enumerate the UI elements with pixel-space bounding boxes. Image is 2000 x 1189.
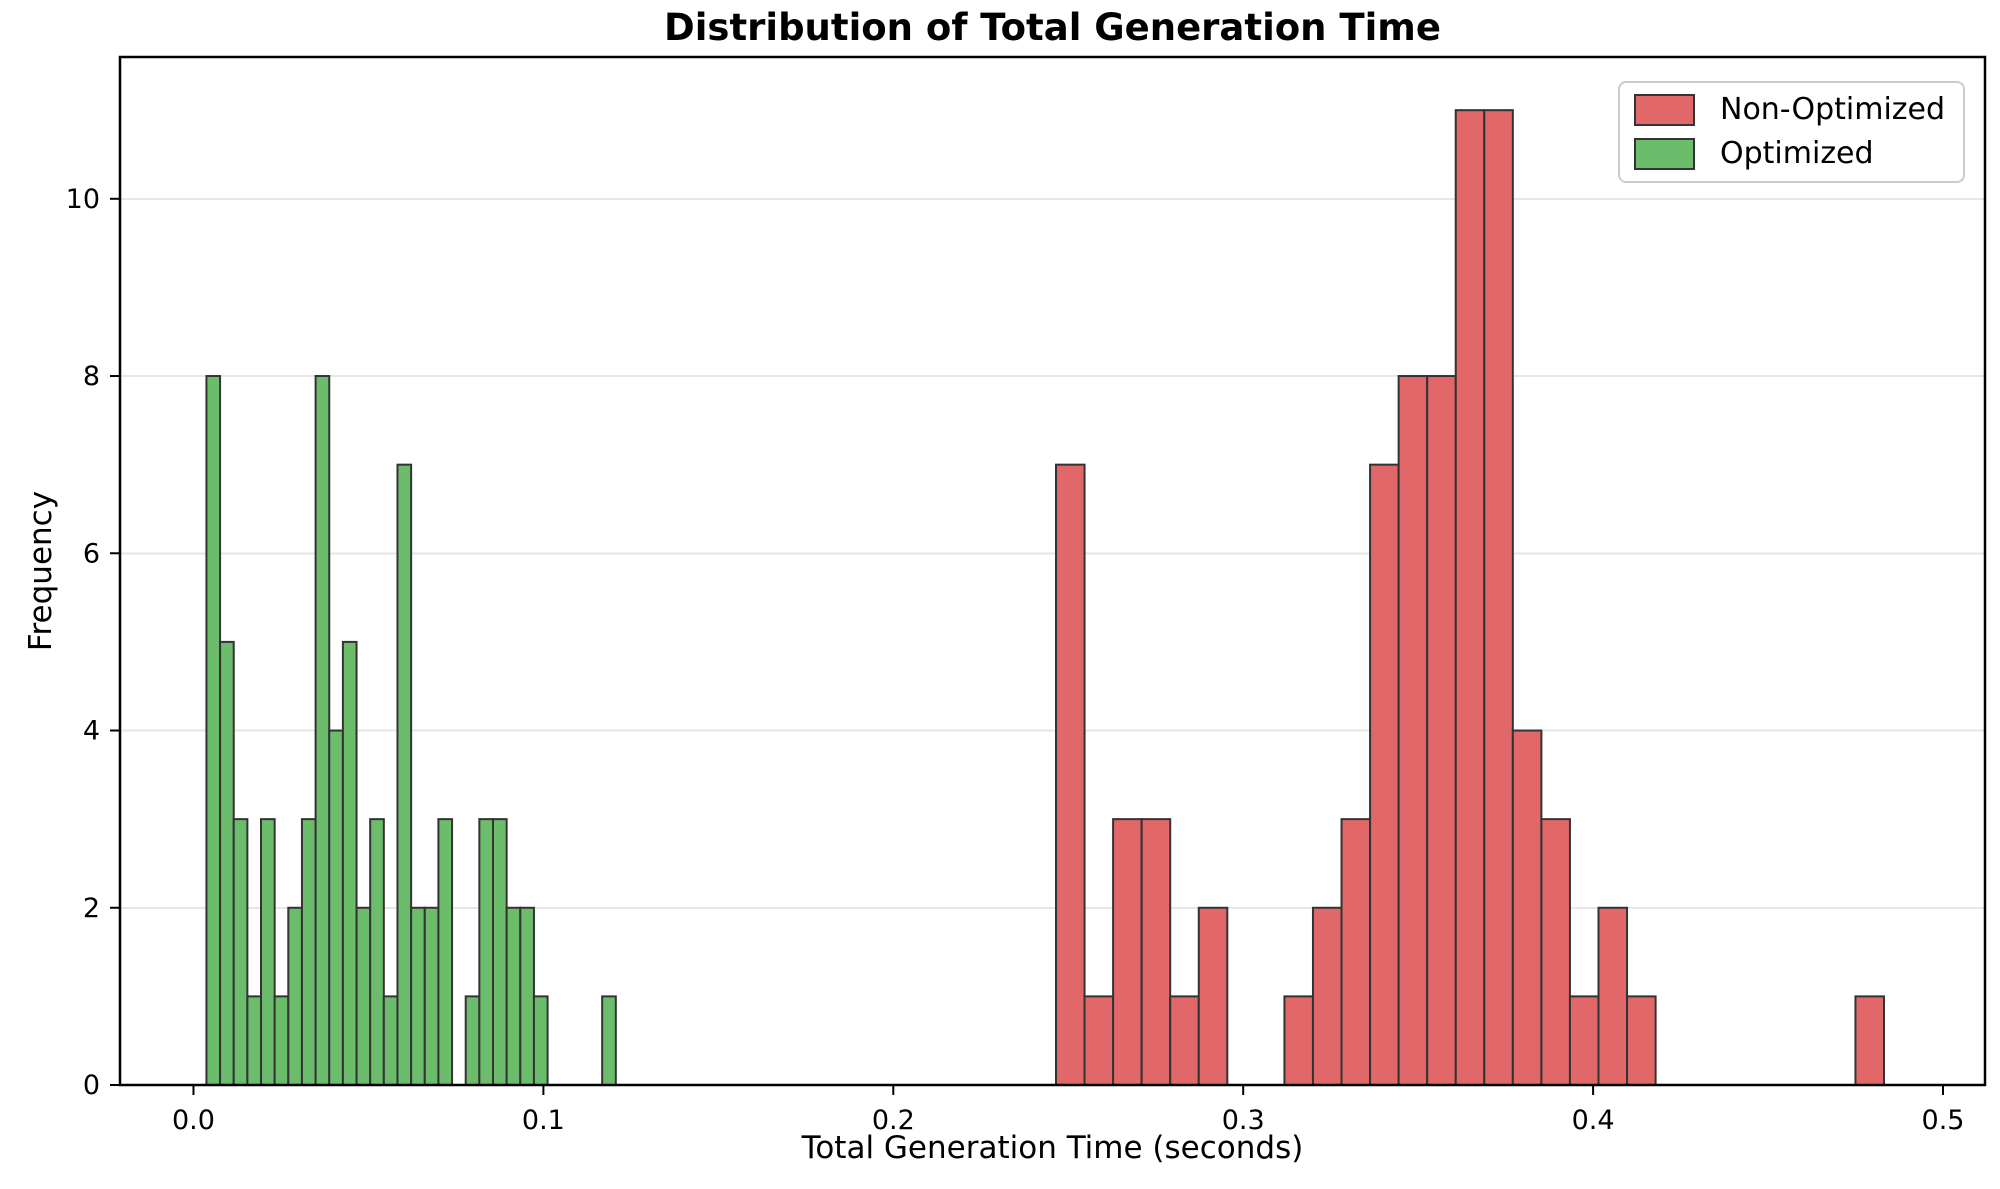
histogram-bar <box>1311 906 1343 1087</box>
histogram-bar <box>1083 995 1115 1087</box>
histogram-bar <box>1426 375 1457 1086</box>
histogram-bar <box>1483 109 1514 1087</box>
histogram-bar <box>410 906 426 1087</box>
chart-title: Distribution of Total Generation Time <box>664 6 1441 49</box>
histogram-bar <box>382 995 399 1087</box>
histogram-bar <box>1568 995 1600 1087</box>
y-tick-label: 8 <box>83 361 100 392</box>
histogram-bar <box>1169 995 1200 1087</box>
histogram-bar <box>1283 995 1314 1087</box>
histogram-bar <box>1540 818 1571 1086</box>
x-tick-label: 0.1 <box>522 1105 565 1136</box>
x-tick-label: 0.0 <box>172 1105 215 1136</box>
y-tick-label: 6 <box>83 538 100 569</box>
histogram-bar <box>1854 995 1886 1087</box>
legend-label-non-optimized: Non-Optimized <box>1720 92 1946 128</box>
histogram-bar <box>300 818 317 1086</box>
histogram-bar <box>1626 995 1657 1087</box>
y-axis-label-wrap: Frequency <box>10 0 72 1142</box>
histogram-bar <box>314 375 331 1086</box>
histogram-bar <box>1454 109 1486 1087</box>
histogram-bar <box>492 818 508 1086</box>
x-tick-label: 0.5 <box>1922 1105 1965 1136</box>
histogram-bar <box>205 375 222 1086</box>
legend-swatch-non-optimized <box>1634 94 1695 127</box>
histogram-bar <box>1597 906 1629 1087</box>
legend: Non-Optimized Optimized <box>1618 81 1965 183</box>
histogram-bar <box>1369 463 1400 1087</box>
y-tick-label: 0 <box>83 1070 100 1101</box>
histogram-bar <box>246 995 263 1087</box>
histogram-bar <box>1340 818 1372 1086</box>
histogram-bar <box>396 463 413 1087</box>
histogram-bar <box>505 906 522 1087</box>
histogram-bar <box>478 818 495 1086</box>
histogram-bar <box>1197 906 1229 1087</box>
histogram-bar <box>1112 818 1143 1086</box>
histogram-bar <box>287 906 303 1087</box>
histogram-bar <box>1397 375 1429 1086</box>
legend-item-non-optimized: Non-Optimized <box>1620 92 1963 128</box>
y-tick-label: 2 <box>83 893 100 924</box>
y-tick-label: 10 <box>66 184 100 215</box>
histogram-bar <box>341 640 358 1087</box>
histogram-bar <box>423 906 440 1087</box>
histogram-bar <box>369 818 385 1086</box>
y-tick-label: 4 <box>83 716 100 747</box>
histogram-bar <box>1511 729 1543 1087</box>
y-axis-label: Frequency <box>23 490 59 652</box>
legend-label-optimized: Optimized <box>1720 135 1874 171</box>
plot-border <box>118 55 1987 1087</box>
legend-swatch-optimized <box>1634 137 1695 170</box>
histogram-bar <box>601 995 617 1087</box>
histogram-bar <box>273 995 290 1087</box>
histogram-bar <box>1140 818 1172 1086</box>
legend-item-optimized: Optimized <box>1620 135 1963 171</box>
x-tick-label: 0.4 <box>1572 1105 1615 1136</box>
histogram-bar <box>437 818 454 1086</box>
histogram-bar <box>355 906 372 1087</box>
x-axis-label: Total Generation Time (seconds) <box>801 1130 1304 1166</box>
histogram-bar <box>232 818 249 1086</box>
histogram-bar <box>464 995 481 1087</box>
histogram-bar <box>519 906 535 1087</box>
histogram-bar <box>260 818 276 1086</box>
histogram-bar <box>219 640 235 1087</box>
histogram-bar <box>328 729 344 1087</box>
x-tick-label: 0.2 <box>872 1105 915 1136</box>
histogram-bar <box>1055 463 1086 1087</box>
histogram-bar <box>532 995 549 1087</box>
x-tick-label: 0.3 <box>1222 1105 1265 1136</box>
